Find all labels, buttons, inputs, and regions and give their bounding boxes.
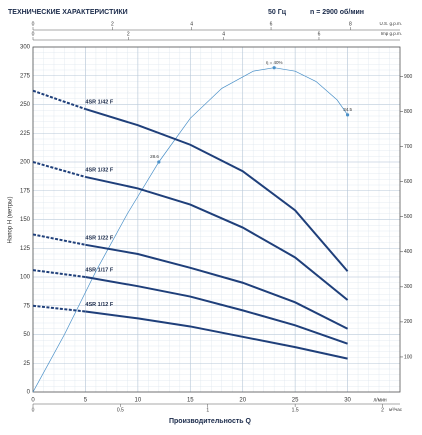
series-label: 4SR 1/12 F: [85, 302, 113, 308]
y-tick-label: 50: [23, 332, 30, 338]
y-tick-label: 75: [23, 303, 30, 309]
x-tick-label: 20: [239, 398, 246, 404]
efficiency-label: 28.6: [150, 154, 159, 159]
plot-border: [32, 46, 401, 393]
series-label: 4SR 1/42 F: [85, 100, 113, 106]
pump-curve: [85, 310, 348, 360]
axis-tick-label: 4: [190, 21, 193, 27]
y-tick-label: 25: [23, 361, 30, 367]
efficiency-point: [345, 113, 350, 117]
series-label: 4SR 1/17 F: [85, 267, 113, 273]
y-tick-label: 225: [20, 131, 31, 137]
axis-tick-label: 6: [318, 31, 321, 37]
y-tick-label: 200: [20, 160, 31, 166]
axis-title: U.S. g.p.m.: [379, 21, 402, 26]
axis-title: м³/час: [389, 407, 403, 412]
x-tick-label: 30: [344, 398, 351, 404]
y2-tick-label: 800: [404, 109, 413, 115]
axis-tick-label: 1: [206, 407, 209, 413]
efficiency-point: [272, 66, 276, 70]
series-label: 4SR 1/32 F: [85, 167, 113, 173]
x-tick-label: 5: [84, 398, 88, 404]
pump-curve-dashed: [32, 233, 86, 246]
y2-tick-label: 900: [404, 74, 413, 80]
y-axis-title: Напор H (метры): [8, 197, 14, 244]
efficiency-label: η = 40%: [266, 60, 283, 65]
y-tick-label: 100: [20, 275, 31, 281]
x-tick-label: 15: [187, 398, 194, 404]
pump-curve: [85, 276, 348, 345]
y2-tick-label: 100: [404, 354, 413, 360]
x-axis-title: Производительность Q: [169, 418, 252, 425]
efficiency-line: [32, 67, 348, 393]
axis-tick-label: 4: [222, 31, 225, 37]
y2-tick-label: 500: [404, 214, 413, 220]
efficiency-point: [157, 160, 161, 164]
y-tick-label: 275: [20, 73, 31, 79]
x-tick-label: 25: [292, 398, 299, 404]
pump-curve-dashed: [32, 89, 86, 111]
y-tick-label: 150: [20, 217, 31, 223]
y2-tick-label: 700: [404, 144, 413, 150]
speed: n = 2900 об/мин: [310, 8, 364, 16]
y-tick-label: 175: [20, 188, 31, 194]
axis-tick-label: 0.5: [117, 407, 124, 413]
y-tick-label: 125: [20, 246, 31, 252]
y2-tick-label: 600: [404, 179, 413, 185]
x-tick-label: 10: [135, 398, 142, 404]
axis-tick-label: 2: [381, 407, 384, 413]
pump-curve: [85, 108, 349, 272]
axis-tick-label: 0: [32, 21, 35, 27]
y-tick-label: 250: [20, 102, 31, 108]
efficiency-label: 34.5: [343, 107, 352, 112]
y-tick-label: 300: [20, 45, 31, 51]
frequency: 50 Гц: [268, 9, 287, 16]
axis-tick-label: 0: [32, 31, 35, 37]
chart-title: ТЕХНИЧЕСКИЕ ХАРАКТЕРИСТИКИ: [8, 9, 128, 16]
y2-tick-label: 200: [404, 319, 413, 325]
pump-curve: [85, 175, 349, 301]
x-unit: л/мин: [373, 397, 387, 403]
y2-tick-label: 300: [404, 284, 413, 290]
y2-tick-label: 400: [404, 249, 413, 255]
pump-curve: [85, 243, 349, 330]
x-tick-label: 0: [31, 398, 35, 404]
axis-title: Imp g.p.m.: [381, 31, 402, 36]
axis-tick-label: 1.5: [292, 407, 299, 413]
axis-tick-label: 2: [127, 31, 130, 37]
y-tick-label: 0: [27, 390, 31, 396]
axis-tick-label: 0: [32, 407, 35, 413]
axis-tick-label: 6: [270, 21, 273, 27]
axis-tick-label: 2: [111, 21, 114, 27]
pump-curve-dashed: [32, 161, 86, 178]
axis-tick-label: 8: [349, 21, 352, 27]
series-label: 4SR 1/22 F: [85, 235, 113, 241]
